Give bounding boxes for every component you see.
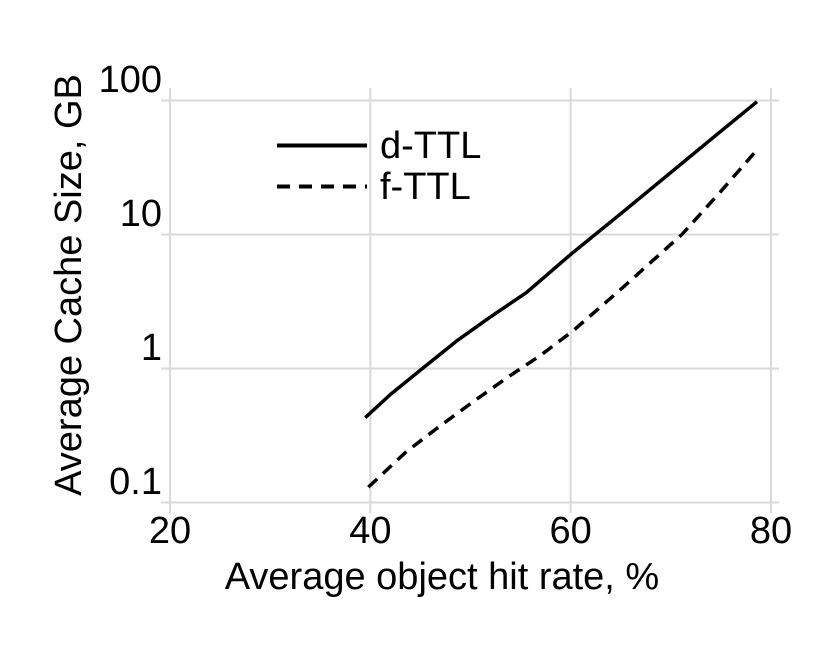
- x-tick-label: 60: [549, 510, 592, 552]
- y-tick-label: 1: [140, 326, 162, 369]
- legend-swatch-dashed-line: [277, 184, 367, 189]
- x-tick-label: 20: [148, 510, 192, 552]
- x-tick-label: 80: [749, 510, 793, 552]
- legend-label-f-TTL: f-TTL: [380, 165, 471, 208]
- series-lines: [364, 100, 759, 489]
- series-line-f-TTL: [367, 149, 758, 489]
- legend-item-d-TTL: d-TTL: [277, 125, 481, 166]
- legend-label-d-TTL: d-TTL: [380, 124, 482, 167]
- x-axis-title: Average object hit rate, %: [224, 556, 660, 598]
- gridlines: [161, 88, 779, 513]
- y-axis-title: Average Cache Size, GB: [48, 74, 90, 496]
- legend-swatch-solid-line: [277, 143, 367, 148]
- y-tick-label: 10: [119, 192, 162, 235]
- x-tick-label: 40: [349, 510, 392, 552]
- y-tick-label: 0.1: [109, 460, 162, 503]
- series-line-d-TTL: [364, 100, 759, 419]
- y-tick-label: 100: [98, 58, 162, 101]
- legend: d-TTL f-TTL: [277, 125, 481, 207]
- legend-item-f-TTL: f-TTL: [277, 166, 481, 207]
